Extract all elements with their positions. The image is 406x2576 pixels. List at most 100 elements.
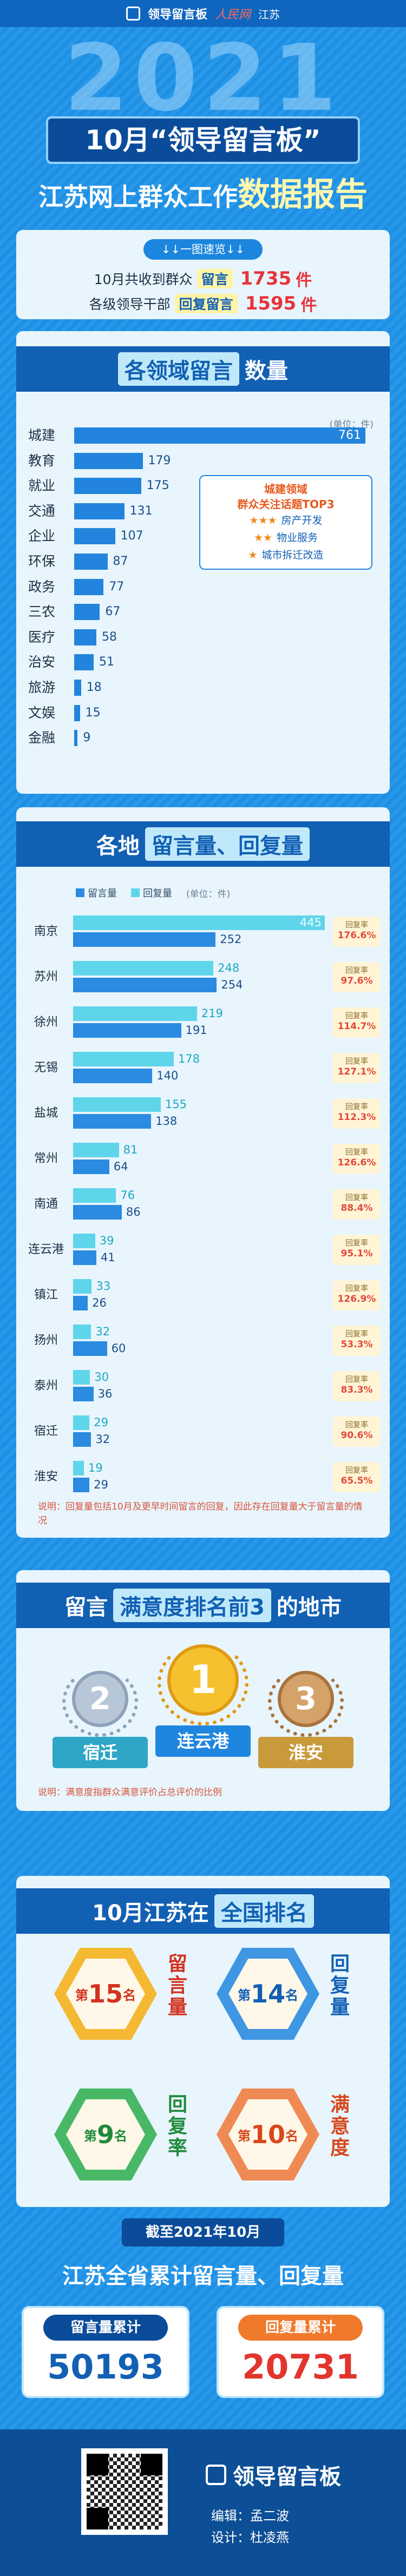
city-value: 39 bbox=[99, 1234, 114, 1247]
domain-label: 就业 bbox=[28, 478, 56, 494]
top3-text: 城市拆迁改造 bbox=[261, 549, 324, 561]
city-value: 219 bbox=[201, 1007, 223, 1020]
summary-prefix: 各级领导干部 bbox=[89, 297, 171, 312]
logo: 领导留言板 bbox=[147, 8, 207, 22]
city-bar bbox=[73, 1279, 92, 1294]
cum-label: 留言量累计 bbox=[43, 2315, 168, 2341]
domain-value: 67 bbox=[105, 605, 121, 619]
domain-label: 交通 bbox=[28, 503, 56, 519]
domain-bar bbox=[74, 578, 104, 595]
rate-label: 回复率 bbox=[345, 1421, 368, 1429]
legend-swatch bbox=[76, 888, 84, 897]
domain-bar bbox=[74, 528, 115, 545]
domain-bar bbox=[74, 604, 100, 621]
rank-metric: 留言量 bbox=[165, 1953, 187, 2018]
footer-logo-icon bbox=[206, 2465, 226, 2485]
rate-label: 回复率 bbox=[345, 1148, 368, 1157]
city-value: 86 bbox=[126, 1205, 141, 1218]
city-value: 29 bbox=[94, 1478, 109, 1491]
rate-label: 回复率 bbox=[345, 1284, 368, 1293]
summary-line: 各级领导干部 回复留言 1595 件 bbox=[0, 292, 406, 315]
city-bar bbox=[73, 1143, 119, 1157]
domain-label: 文娱 bbox=[28, 704, 56, 721]
city-bar bbox=[73, 1325, 91, 1339]
city-value: 138 bbox=[155, 1115, 178, 1128]
summary-line: 10月共收到群众 留言 1735 件 bbox=[0, 267, 406, 291]
city-label: 常州 bbox=[34, 1152, 58, 1165]
rank-pre: 第 bbox=[237, 1987, 251, 2003]
domain-value: 761 bbox=[338, 429, 361, 442]
rate-label: 回复率 bbox=[345, 1330, 368, 1339]
summary-value: 1735 bbox=[240, 268, 292, 289]
city-bar bbox=[73, 1159, 109, 1174]
rate-value: 95.1% bbox=[340, 1248, 373, 1259]
summary-value: 1595 bbox=[245, 293, 297, 314]
rate-value: 112.3% bbox=[337, 1112, 376, 1123]
summary-prefix: 10月共收到群众 bbox=[94, 272, 193, 287]
rank-num: 14 bbox=[250, 1979, 285, 2008]
domain-value: 58 bbox=[102, 630, 117, 644]
satisfaction-header: 留言 满意度排名前3 的地市 bbox=[16, 1583, 390, 1628]
domain-label: 旅游 bbox=[28, 680, 56, 695]
legend-item: 留言量 bbox=[76, 886, 117, 900]
city-bar bbox=[73, 1188, 116, 1203]
domain-value: 131 bbox=[129, 504, 153, 518]
city-bar bbox=[73, 1370, 90, 1385]
city-title-a: 各地 bbox=[96, 834, 140, 859]
domain-value: 18 bbox=[86, 681, 102, 694]
domain-bar bbox=[74, 427, 365, 444]
city-header: 各地 留言量、回复量 bbox=[16, 821, 390, 867]
legend-swatch bbox=[131, 888, 140, 897]
domain-value: 9 bbox=[83, 731, 91, 745]
medal-city: 淮安 bbox=[258, 1737, 353, 1768]
laurel bbox=[268, 1668, 344, 1737]
year: 2021 bbox=[64, 25, 342, 132]
medal: 1 bbox=[167, 1644, 239, 1716]
domain-bar bbox=[74, 704, 80, 721]
domain-label: 城建 bbox=[28, 427, 56, 443]
designer: 设计：杜凌燕 bbox=[211, 2530, 289, 2545]
city-note: 说明：回复量包括10月及更早时间留言的回复，因此存在回复量大于留言量的情况 bbox=[38, 1501, 363, 1526]
city-value: 252 bbox=[220, 933, 242, 946]
rate-value: 126.6% bbox=[337, 1157, 376, 1168]
nat-title-key: 全国排名 bbox=[214, 1894, 314, 1928]
domain-bar bbox=[74, 503, 125, 519]
rank-num: 9 bbox=[96, 2120, 114, 2149]
sat-title-a: 留言 bbox=[64, 1595, 108, 1620]
top3-title-line: 群众关注话题TOP3 bbox=[237, 498, 335, 511]
city-bar bbox=[73, 1069, 153, 1083]
rank-metric: 满意度 bbox=[327, 2094, 349, 2159]
cum-date: 截至2021年10月 bbox=[122, 2218, 284, 2246]
domain-value: 51 bbox=[99, 655, 115, 669]
city-bar bbox=[73, 1205, 122, 1220]
rank-pre: 第 bbox=[83, 2128, 97, 2144]
quick-pill: ↓↓一图速览↓↓ bbox=[143, 239, 263, 260]
top3-title: 城建领域 群众关注话题TOP3 bbox=[200, 482, 371, 512]
city-value: 81 bbox=[123, 1143, 138, 1156]
rank-inner: 第 15 名 bbox=[66, 1959, 145, 2029]
city-bar bbox=[73, 932, 216, 947]
rank-post: 名 bbox=[123, 1987, 136, 2003]
city-label: 泰州 bbox=[34, 1379, 58, 1393]
legend-name: 留言量 bbox=[88, 888, 117, 899]
rate-box: 回复率 53.3% bbox=[333, 1326, 381, 1356]
city-value: 29 bbox=[94, 1416, 109, 1429]
city-bar bbox=[73, 1415, 90, 1430]
city-label: 徐州 bbox=[34, 1016, 58, 1029]
domain-label: 企业 bbox=[28, 528, 56, 544]
domain-bar bbox=[74, 478, 141, 495]
domain-header: 各领域留言 数量 bbox=[16, 346, 390, 392]
rank-post: 名 bbox=[114, 2128, 127, 2144]
domain-label: 政务 bbox=[28, 578, 56, 595]
rank-metric: 回复率 bbox=[165, 2094, 187, 2159]
rate-value: 127.1% bbox=[337, 1066, 376, 1077]
rank-metric: 回复量 bbox=[327, 1953, 349, 2018]
title: 10月“领导留言板” bbox=[46, 116, 360, 164]
city-value: 60 bbox=[111, 1342, 126, 1355]
city-value: 445 bbox=[299, 916, 322, 929]
top3-stars: ★ bbox=[248, 549, 258, 561]
city-bar bbox=[73, 1097, 161, 1112]
city-value: 36 bbox=[97, 1387, 113, 1400]
brand: 人民网 bbox=[215, 8, 251, 22]
top3-stars: ★★★ bbox=[249, 515, 277, 526]
